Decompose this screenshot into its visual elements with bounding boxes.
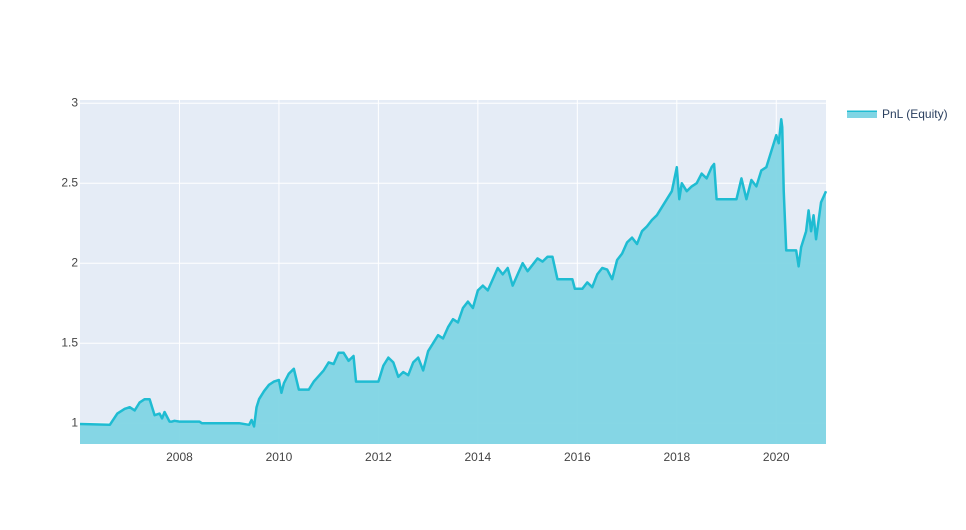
- series-line-pnl-equity: [79, 117, 828, 428]
- legend-swatch-fill: [847, 112, 877, 118]
- axis-tick-labels: 2008 2010 2012 2014 2016 2018 2020 1 1.5 2 2.5 3: [61, 95, 790, 464]
- y-tick-label-1: 1: [71, 415, 78, 429]
- x-tick-label-2010: 2010: [266, 450, 293, 464]
- x-tick-label-2020: 2020: [763, 450, 790, 464]
- x-tick-label-2008: 2008: [166, 450, 193, 464]
- legend[interactable]: PnL (Equity): [847, 107, 948, 121]
- legend-label-pnl-equity[interactable]: PnL (Equity): [882, 107, 948, 121]
- x-tick-label-2016: 2016: [564, 450, 591, 464]
- x-tick-label-2012: 2012: [365, 450, 392, 464]
- series-area-pnl-equity: [80, 119, 826, 444]
- y-tick-label-3: 3: [71, 95, 78, 109]
- y-tick-label-2: 2: [71, 255, 78, 269]
- y-tick-label-1.5: 1.5: [61, 335, 78, 349]
- y-tick-label-2.5: 2.5: [61, 175, 78, 189]
- series-layer: [79, 117, 828, 444]
- x-tick-label-2018: 2018: [663, 450, 690, 464]
- x-tick-label-2014: 2014: [465, 450, 492, 464]
